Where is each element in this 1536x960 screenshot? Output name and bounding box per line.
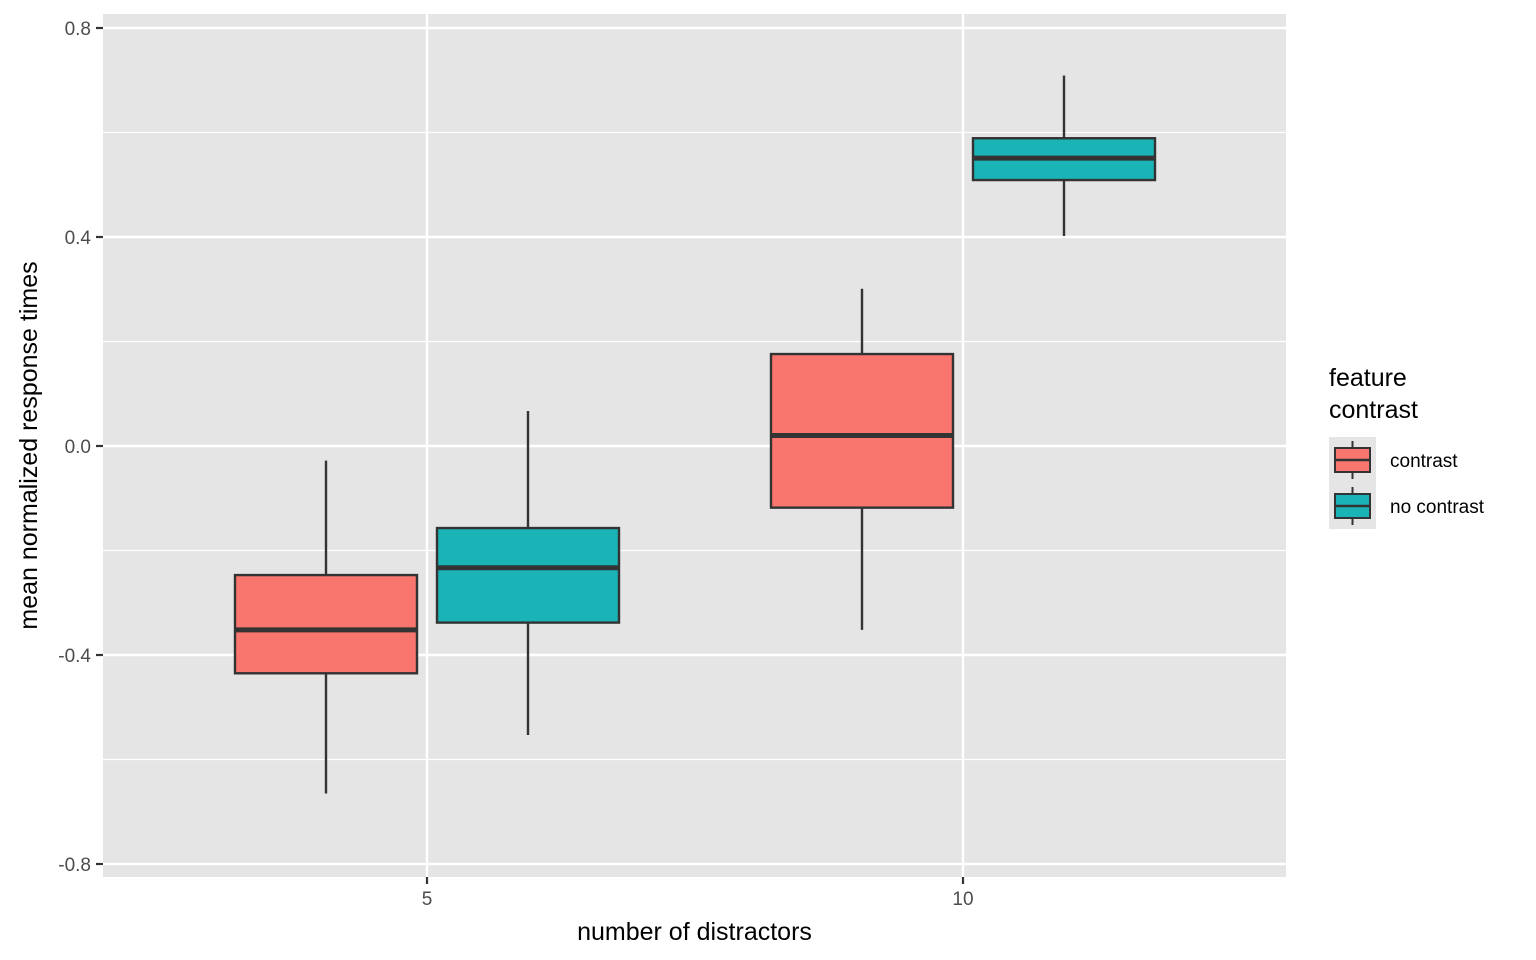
box-contrast-x5: [233, 460, 419, 794]
box-no-contrast-x5: [435, 410, 621, 735]
y-tick-label: 0.4: [65, 228, 92, 249]
box-body: [769, 352, 955, 509]
axes: -0.8 -0.4 0.0 0.4 0.8 5 10: [58, 19, 973, 910]
legend-keys: contrast no contrast: [1329, 437, 1485, 529]
y-tick-label: -0.4: [58, 646, 91, 667]
legend-key-no-contrast: [1329, 483, 1376, 529]
y-axis-title: mean normalized response times: [15, 261, 43, 629]
y-tick-label: -0.8: [58, 855, 91, 876]
legend-title-line-1: feature: [1329, 364, 1407, 392]
box-contrast-x10: [769, 288, 955, 630]
x-tick-label: 5: [422, 889, 433, 910]
grid-minor: [103, 131, 1286, 761]
legend-title-line-2: contrast: [1329, 396, 1418, 424]
legend-label: contrast: [1390, 451, 1458, 472]
y-tick-label: 0.0: [65, 437, 91, 458]
boxes: [233, 75, 1157, 794]
legend: feature contrast contrast no contrast: [1329, 364, 1485, 529]
box-body: [233, 573, 419, 675]
legend-label: no contrast: [1390, 497, 1485, 518]
y-tick-label: 0.8: [65, 19, 91, 40]
grid-major: [103, 14, 1286, 877]
box-body: [435, 526, 621, 624]
x-tick-label: 10: [952, 889, 973, 910]
legend-key-contrast: [1329, 437, 1376, 483]
box-no-contrast-x10: [971, 75, 1157, 236]
x-axis-title: number of distractors: [577, 918, 812, 946]
